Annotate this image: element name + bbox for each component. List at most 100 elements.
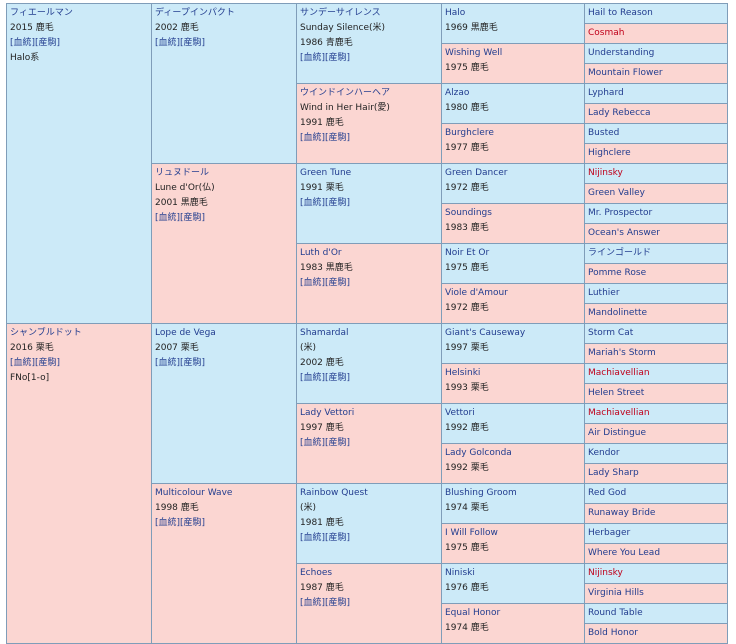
pedigree-offspring-links[interactable]: [血統][産駒] (300, 133, 351, 143)
horse-name-link[interactable]: Echoes (300, 568, 333, 578)
horse-name-link[interactable]: Ocean's Answer (588, 228, 660, 238)
pedigree-offspring-links[interactable]: [血統][産駒] (300, 438, 351, 448)
pedigree-cell-g4: Halo 1969 黒鹿毛 (441, 3, 585, 44)
horse-name-link[interactable]: Lady Rebecca (588, 108, 651, 118)
horse-name-link[interactable]: Halo (445, 8, 466, 18)
horse-name-link[interactable]: Machiavellian (588, 368, 650, 378)
horse-name-link[interactable]: ディープインパクト (155, 8, 235, 18)
horse-name-link[interactable]: Runaway Bride (588, 508, 656, 518)
horse-name-link[interactable]: Mariah's Storm (588, 348, 656, 358)
pedigree-offspring-links[interactable]: [血統][産駒] (300, 278, 351, 288)
horse-name-link[interactable]: Mandolinette (588, 308, 648, 318)
horse-name-link[interactable]: Vettori (445, 408, 475, 418)
pedigree-offspring-links[interactable]: [血統][産駒] (10, 38, 61, 48)
pedigree-offspring-links[interactable]: [血統][産駒] (155, 518, 206, 528)
horse-name-link[interactable]: ウインドインハーヘア (300, 88, 391, 98)
horse-name-link[interactable]: Blushing Groom (445, 488, 517, 498)
horse-name-link[interactable]: Nijinsky (588, 168, 623, 178)
horse-name-link[interactable]: Luth d'Or (300, 248, 342, 258)
horse-name-link[interactable]: Red God (588, 488, 627, 498)
pedigree-cell-g3: Echoes 1987 鹿毛 [血統][産駒] (296, 563, 442, 644)
horse-name-link[interactable]: Equal Honor (445, 608, 501, 618)
horse-name-link[interactable]: シャンブルドット (10, 328, 82, 338)
pedigree-offspring-links[interactable]: [血統][産駒] (300, 198, 351, 208)
horse-name-link[interactable]: Burghclere (445, 128, 494, 138)
horse-name-link[interactable]: Green Tune (300, 168, 352, 178)
horse-name-link[interactable]: Shamardal (300, 328, 349, 338)
pedigree-cell-g5: Runaway Bride (584, 503, 728, 524)
horse-name-link[interactable]: リュヌドール (155, 168, 210, 178)
pedigree-cell-g5: Where You Lead (584, 543, 728, 564)
horse-name-link[interactable]: Green Valley (588, 188, 645, 198)
horse-name-link[interactable]: Multicolour Wave (155, 488, 233, 498)
horse-name-link[interactable]: Noir Et Or (445, 248, 490, 258)
horse-name-link[interactable]: Virginia Hills (588, 588, 644, 598)
horse-name-link[interactable]: Busted (588, 128, 620, 138)
horse-name-link[interactable]: Green Dancer (445, 168, 508, 178)
pedigree-offspring-links[interactable]: [血統][産駒] (300, 533, 351, 543)
horse-name-link[interactable]: I Will Follow (445, 528, 498, 538)
horse-info: 1974 栗毛 (445, 503, 489, 513)
pedigree-offspring-links[interactable]: [血統][産駒] (10, 358, 61, 368)
pedigree-cell-g4: Lady Golconda 1992 栗毛 (441, 443, 585, 484)
horse-name-link[interactable]: Lady Golconda (445, 448, 512, 458)
horse-name-link[interactable]: Round Table (588, 608, 643, 618)
horse-name-link[interactable]: Lady Sharp (588, 468, 639, 478)
horse-name-link[interactable]: Lyphard (588, 88, 624, 98)
pedigree-row: Highclere (7, 143, 728, 164)
horse-name-link[interactable]: Where You Lead (588, 548, 661, 558)
pedigree-cell-g3: Shamardal (米) 2002 鹿毛 [血統][産駒] (296, 323, 442, 404)
horse-name-link[interactable]: Helsinki (445, 368, 481, 378)
horse-name-link[interactable]: ラインゴールド (588, 248, 652, 258)
horse-name-link[interactable]: Giant's Causeway (445, 328, 526, 338)
horse-name-link[interactable]: Kendor (588, 448, 620, 458)
pedigree-cell-g2: Lope de Vega 2007 栗毛 [血統][産駒] (151, 323, 297, 484)
pedigree-row: シャンブルドット 2016 栗毛 [血統][産駒] FNo[1-o] Lope de V… (6, 323, 728, 644)
pedigree-cell-g1: フィエールマン 2015 鹿毛 [血統][産駒] Halo系 (6, 3, 152, 324)
horse-name-link[interactable]: Rainbow Quest (300, 488, 368, 498)
horse-name-link[interactable]: Herbager (588, 528, 631, 538)
horse-name-link[interactable]: サンデーサイレンス (300, 8, 381, 18)
horse-name-link[interactable]: Mr. Prospector (588, 208, 653, 218)
horse-info: 2002 鹿毛 (300, 358, 344, 368)
horse-name-link[interactable]: Hail to Reason (588, 8, 653, 18)
pedigree-offspring-links[interactable]: [血統][産駒] (155, 38, 206, 48)
horse-name-link[interactable]: Nijinsky (588, 568, 623, 578)
pedigree-offspring-links[interactable]: [血統][産駒] (300, 53, 351, 63)
pedigree-offspring-links[interactable]: [血統][産駒] (300, 373, 351, 383)
pedigree-cell-g5: Machiavellian (584, 363, 728, 384)
horse-name-link[interactable]: Luthier (588, 288, 620, 298)
horse-name-link[interactable]: Highclere (588, 148, 631, 158)
horse-name-link[interactable]: Lady Vettori (300, 408, 355, 418)
pedigree-cell-g5: Nijinsky (584, 163, 728, 184)
horse-name-link[interactable]: Storm Cat (588, 328, 634, 338)
pedigree-cell-g3: Rainbow Quest (米) 1981 鹿毛 [血統][産駒] (296, 483, 442, 564)
pedigree-offspring-links[interactable]: [血統][産駒] (300, 598, 351, 608)
horse-name-link[interactable]: Niniski (445, 568, 475, 578)
horse-name-link[interactable]: Helen Street (588, 388, 645, 398)
pedigree-cell-g1: シャンブルドット 2016 栗毛 [血統][産駒] FNo[1-o] (6, 323, 152, 644)
horse-name-link[interactable]: Bold Honor (588, 628, 638, 638)
horse-name-link[interactable]: Lope de Vega (155, 328, 216, 338)
pedigree-cell-g4: Noir Et Or 1975 鹿毛 (441, 243, 585, 284)
pedigree-cell-g5: Lady Rebecca (584, 103, 728, 124)
horse-name-link[interactable]: Mountain Flower (588, 68, 663, 78)
pedigree-cell-g4: Burghclere 1977 鹿毛 (441, 123, 585, 164)
horse-info: Wind in Her Hair(愛) (300, 103, 390, 113)
horse-name-link[interactable]: Understanding (588, 48, 655, 58)
pedigree-cell-g5: Lyphard (584, 83, 728, 104)
pedigree-offspring-links[interactable]: [血統][産駒] (155, 358, 206, 368)
horse-name-link[interactable]: フィエールマン (10, 8, 73, 18)
horse-name-link[interactable]: Viole d'Amour (445, 288, 508, 298)
horse-name-link[interactable]: Alzao (445, 88, 470, 98)
pedigree-cell-g2: ディープインパクト 2002 鹿毛 [血統][産駒] (151, 3, 297, 164)
pedigree-offspring-links[interactable]: [血統][産駒] (155, 213, 206, 223)
horse-name-link[interactable]: Cosmah (588, 28, 625, 38)
horse-name-link[interactable]: Soundings (445, 208, 492, 218)
horse-info: FNo[1-o] (10, 373, 50, 383)
horse-name-link[interactable]: Wishing Well (445, 48, 503, 58)
horse-name-link[interactable]: Machiavellian (588, 408, 650, 418)
horse-name-link[interactable]: Pomme Rose (588, 268, 647, 278)
horse-name-link[interactable]: Air Distingue (588, 428, 647, 438)
pedigree-cell-g5: Mountain Flower (584, 63, 728, 84)
